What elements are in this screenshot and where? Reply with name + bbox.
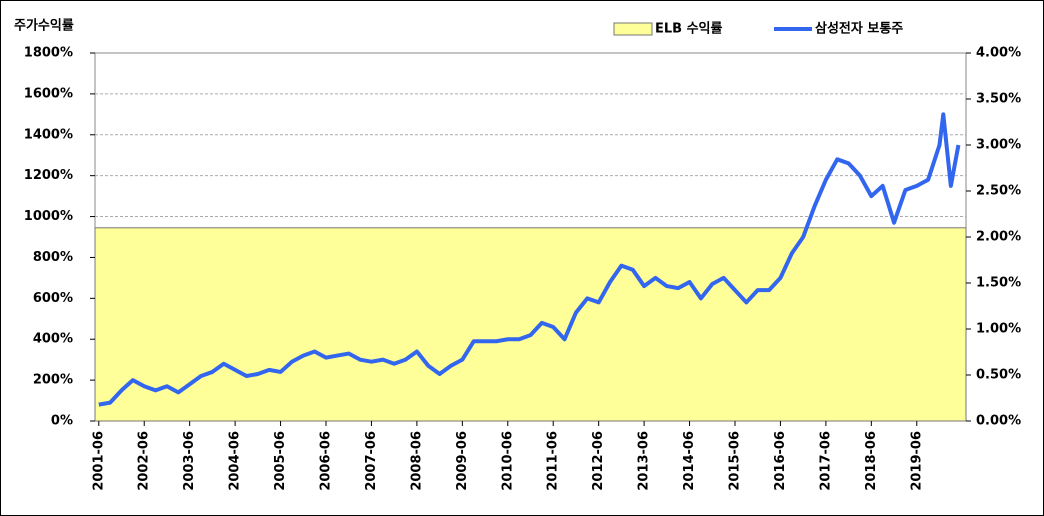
x-tick-label: 2005-06 [273,431,288,491]
x-tick-label: 2007-06 [364,431,379,491]
x-tick-label: 2003-06 [182,431,197,491]
y-tick-label: 1000% [24,209,73,224]
y2-tick-label: 3.00% [976,138,1021,153]
y2-tick-label: 0.00% [976,414,1021,429]
y-tick-label: 1600% [24,86,73,101]
y2-tick-label: 1.50% [976,276,1021,291]
x-tick-label: 2014-06 [682,431,697,491]
x-tick-label: 2013-06 [637,431,652,491]
x-tick-label: 2012-06 [591,431,606,491]
x-tick-label: 2019-06 [909,431,924,491]
x-tick-label: 2017-06 [818,431,833,491]
x-tick-label: 2011-06 [546,431,561,491]
x-tick-label: 2009-06 [455,431,470,491]
y2-tick-label: 0.50% [976,368,1021,383]
y2-tick-label: 3.50% [976,92,1021,107]
legend-label: 삼성전자 보통주 [815,21,903,37]
x-tick-label: 2001-06 [91,431,106,491]
y2-tick-label: 1.00% [976,322,1021,337]
x-tick-label: 2016-06 [773,431,788,491]
series-line [98,112,961,407]
x-tick-label: 2015-06 [727,431,742,491]
y-tick-label: 800% [33,250,73,265]
elb-area [94,227,967,422]
y-tick-label: 600% [33,291,73,306]
x-tick-label: 2008-06 [409,431,424,491]
x-tick-label: 2018-06 [864,431,879,491]
legend-swatch [613,22,653,36]
x-tick-label: 2006-06 [319,431,334,491]
y-tick-label: 1400% [24,127,73,142]
legend-label: ELB 수익률 [655,21,723,37]
y-tick-label: 0% [51,414,73,429]
y2-tick-label: 2.00% [976,230,1021,245]
y2-tick-label: 4.00% [976,46,1021,61]
y-tick-label: 200% [33,373,73,388]
y2-tick-label: 2.50% [976,184,1021,199]
x-tick-label: 2004-06 [228,431,243,491]
x-tick-label: 2010-06 [500,431,515,491]
y-tick-label: 400% [33,332,73,347]
y-axis-label: 주가수익률 [14,18,74,34]
y-tick-label: 1800% [24,46,73,61]
x-tick-label: 2002-06 [137,431,152,491]
y-tick-label: 1200% [24,168,73,183]
